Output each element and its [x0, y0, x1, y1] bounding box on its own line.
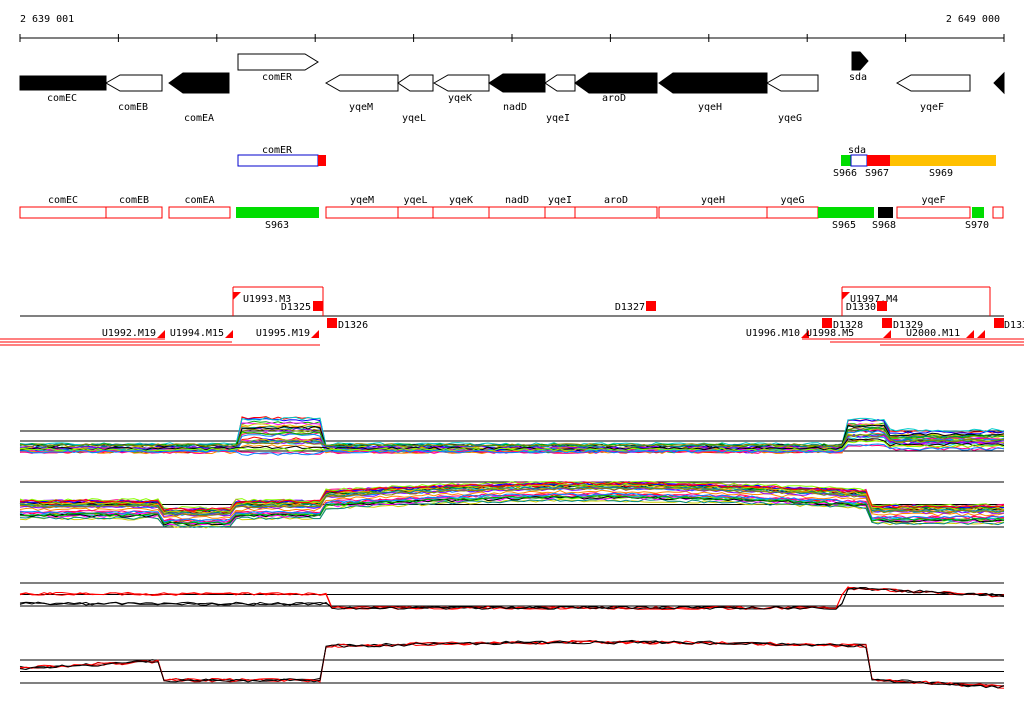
svg-text:comEC: comEC	[47, 93, 77, 104]
feature-D1325[interactable]: D1325	[281, 302, 311, 313]
minus-gene-yqeM[interactable]: yqeM	[325, 195, 399, 219]
plus-strand-segments: comER sda S966 S967 S969	[237, 145, 996, 179]
svg-text:yqeG: yqeG	[778, 113, 802, 124]
feature-U1992.M19[interactable]: U1992.M19	[102, 328, 156, 339]
segment-S967[interactable]	[867, 155, 890, 166]
label-S969: S969	[929, 168, 953, 179]
gene-nadD[interactable]: nadD	[488, 73, 546, 113]
gene-comER[interactable]: comER	[237, 53, 319, 83]
feature-D1326[interactable]: D1326	[338, 320, 368, 331]
svg-text:comEA: comEA	[184, 195, 214, 206]
feature-U1997.M4[interactable]: U1997.M4	[850, 294, 898, 305]
label-S967: S967	[865, 168, 889, 179]
svg-text:yqeK: yqeK	[449, 195, 473, 206]
minus-gene-nadD[interactable]: nadD	[488, 195, 546, 219]
minus-gene-yqeI[interactable]: yqeI	[544, 195, 576, 219]
feature-U1998.M5[interactable]: U1998.M5	[806, 328, 854, 339]
minus-gene-yqeL[interactable]: yqeL	[397, 195, 434, 219]
feature-D133[interactable]: D133	[1004, 320, 1024, 331]
gene-yqeI[interactable]: yqeI	[544, 74, 576, 124]
feature-U2000.M11[interactable]: U2000.M11	[906, 328, 960, 339]
minus-gene-comEA[interactable]: comEA	[168, 195, 231, 219]
gene-track: comEC comEB comEA comER yqeM yqeL yqeK n…	[19, 51, 1005, 124]
coordinate-ruler: 2 639 001 2 649 000	[19, 14, 1005, 42]
minus-gene-yqeG[interactable]: yqeG	[766, 195, 819, 219]
segment-S963[interactable]	[236, 207, 319, 218]
segment-partial-right[interactable]	[992, 206, 1004, 219]
gene-comEC[interactable]: comEC	[19, 75, 107, 104]
plus-comER-end[interactable]	[318, 155, 326, 166]
gene-yqeL[interactable]: yqeL	[397, 74, 434, 124]
segment-S966[interactable]	[841, 155, 851, 166]
svg-text:comEB: comEB	[119, 195, 149, 206]
gene-partial-right[interactable]	[993, 71, 1005, 95]
label-S968: S968	[872, 220, 896, 231]
segment-S970[interactable]	[972, 207, 984, 218]
svg-text:yqeL: yqeL	[402, 113, 426, 124]
feature-D1329[interactable]: D1329	[893, 320, 923, 331]
label-S970: S970	[965, 220, 989, 231]
feature-U1995.M19[interactable]: U1995.M19	[256, 328, 310, 339]
feature-U1994.M15[interactable]: U1994.M15	[170, 328, 224, 339]
svg-text:yqeI: yqeI	[546, 113, 570, 124]
gene-sda[interactable]: sda	[849, 51, 869, 83]
minus-strand-segments: comEC comEB comEA yqeM yqeL yqeK nadD yqeI aroD y…	[19, 195, 1004, 231]
ruler-end-label: 2 649 000	[946, 14, 1000, 25]
svg-text:yqeH: yqeH	[701, 195, 725, 206]
label-S966: S966	[833, 168, 857, 179]
segment-S969[interactable]	[890, 155, 996, 166]
plus-comER-box[interactable]	[237, 154, 319, 167]
svg-text:aroD: aroD	[604, 195, 628, 206]
plus-comER-label: comER	[262, 145, 293, 156]
feature-D1328[interactable]: D1328	[833, 320, 863, 331]
svg-text:yqeF: yqeF	[921, 195, 945, 206]
svg-text:comEA: comEA	[184, 113, 214, 124]
svg-text:nadD: nadD	[505, 195, 529, 206]
feature-D1330[interactable]: D1330	[846, 302, 876, 313]
svg-text:aroD: aroD	[602, 93, 626, 104]
minus-gene-comEC[interactable]: comEC	[19, 195, 107, 219]
plus-sda-box[interactable]	[850, 154, 868, 167]
svg-text:yqeH: yqeH	[698, 102, 722, 113]
svg-text:yqeI: yqeI	[548, 195, 572, 206]
feature-U1996.M10[interactable]: U1996.M10	[746, 328, 800, 339]
gene-aroD[interactable]: aroD	[574, 72, 658, 104]
svg-text:yqeL: yqeL	[403, 195, 427, 206]
svg-text:nadD: nadD	[503, 102, 527, 113]
svg-text:yqeM: yqeM	[350, 195, 374, 206]
plus-sda-label: sda	[848, 145, 866, 156]
gene-comEA[interactable]: comEA	[168, 72, 230, 124]
minus-gene-comEB[interactable]: comEB	[105, 195, 163, 219]
minus-gene-aroD[interactable]: aroD	[574, 195, 658, 219]
feature-D1327[interactable]: D1327	[615, 302, 645, 313]
svg-text:comEC: comEC	[48, 195, 78, 206]
gene-comEB[interactable]: comEB	[104, 74, 163, 113]
svg-text:yqeK: yqeK	[448, 93, 472, 104]
feature-track: U1993.M3 D1325 D1327 U1997.M4 D1330 U199…	[0, 286, 1024, 346]
gene-yqeM[interactable]: yqeM	[324, 74, 399, 113]
svg-text:sda: sda	[849, 72, 867, 83]
label-S963: S963	[265, 220, 289, 231]
feature-U1993.M3[interactable]: U1993.M3	[243, 294, 291, 305]
svg-text:comER: comER	[262, 72, 293, 83]
expression-profiles	[19, 416, 1005, 689]
gene-yqeF[interactable]: yqeF	[895, 74, 971, 113]
gene-yqeH[interactable]: yqeH	[658, 72, 768, 113]
minus-gene-yqeH[interactable]: yqeH	[658, 195, 768, 219]
ruler-start-label: 2 639 001	[20, 14, 74, 25]
gene-yqeG[interactable]: yqeG	[765, 74, 819, 124]
segment-S968[interactable]	[878, 207, 893, 218]
svg-text:yqeF: yqeF	[920, 102, 944, 113]
svg-text:yqeG: yqeG	[780, 195, 804, 206]
minus-gene-yqeF[interactable]: yqeF	[896, 195, 971, 219]
gene-yqeK[interactable]: yqeK	[432, 74, 490, 104]
svg-text:yqeM: yqeM	[349, 102, 373, 113]
segment-S965[interactable]	[818, 207, 874, 218]
label-S965: S965	[832, 220, 856, 231]
svg-text:comEB: comEB	[118, 102, 148, 113]
minus-gene-yqeK[interactable]: yqeK	[432, 195, 490, 219]
